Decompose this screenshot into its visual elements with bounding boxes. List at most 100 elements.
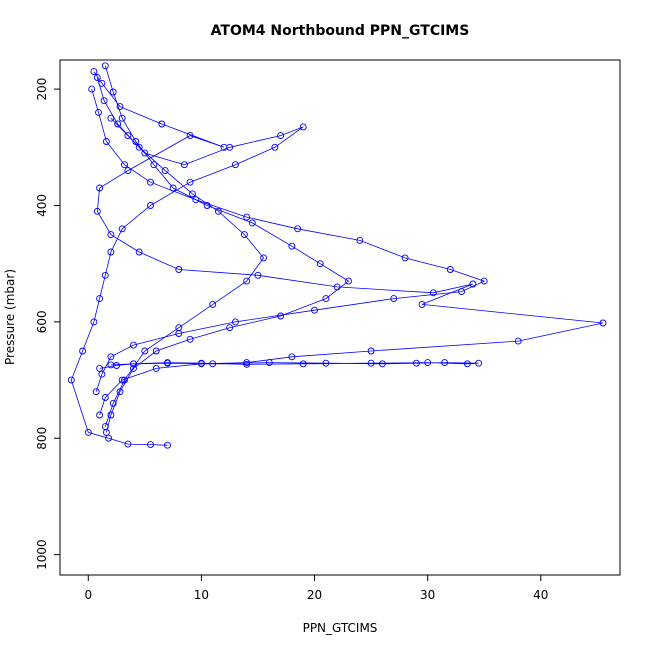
data-point [147,441,154,449]
data-point [180,161,188,169]
data-point [401,254,409,262]
data-point [429,289,437,297]
y-axis-label: Pressure (mbar) [3,269,17,365]
data-point [135,143,143,151]
data-point [299,360,307,368]
data-point [322,295,330,303]
data-point [514,337,522,345]
data-point [90,68,98,76]
data-point [118,225,126,233]
data-point [124,440,132,448]
data-point [109,88,117,96]
data-point [147,202,154,209]
data-point [367,359,375,367]
data-point [475,359,483,367]
data-point [480,277,488,285]
data-point [412,359,420,367]
data-point [243,213,251,221]
series-layer [67,62,607,449]
data-point [214,207,222,215]
data-point [367,347,375,355]
data-point [311,306,318,314]
series-line [91,88,486,392]
data-point [271,143,279,151]
x-axis: 0 10 20 30 40 [84,574,548,602]
data-point [186,178,194,186]
y-tick-label: 800 [35,427,49,450]
data-point [107,361,115,369]
data-point [441,359,449,367]
data-point [469,280,477,288]
series-line [70,117,304,446]
data-point [161,167,169,175]
data-point [90,318,98,326]
data-point [169,184,177,192]
data-point [424,359,432,367]
data-point [277,132,285,140]
data-point [130,364,137,372]
data-point [96,364,104,372]
data-point [152,347,160,355]
data-point [231,161,239,169]
data-point [463,360,471,368]
data-point [96,184,104,192]
data-point [121,376,128,384]
data-point [107,248,115,256]
x-tick-label: 0 [84,588,92,602]
data-point [175,266,183,273]
y-tick-label: 200 [35,78,49,101]
data-point [121,161,128,169]
data-point [118,376,126,384]
data-point [93,207,101,215]
data-point [288,353,296,361]
data-point [209,300,217,308]
data-point [101,62,109,70]
data-point [248,219,256,227]
plot-area-frame [59,59,621,576]
x-tick-label: 20 [307,588,322,602]
data-point [135,248,143,256]
data-point [147,178,154,186]
data-point [260,254,268,262]
data-point [243,360,251,368]
data-series [67,114,307,449]
data-point [390,295,398,303]
data-point [107,411,115,419]
data-point [158,120,166,128]
data-point [152,364,160,372]
data-point [101,271,109,279]
data-point [226,324,234,332]
data-point [186,132,194,140]
data-point [186,335,194,343]
data-point [240,231,248,239]
data-point [130,341,137,349]
series-line [99,362,479,369]
x-axis-label: PPN_GTCIMS [303,621,378,635]
data-series [93,74,268,431]
data-point [458,288,466,296]
data-point [150,161,158,169]
data-point [109,399,117,407]
data-point [164,441,171,449]
data-point [254,271,262,279]
x-tick-label: 30 [420,588,435,602]
data-point [141,347,149,355]
data-point [188,190,196,198]
data-point [96,295,104,303]
data-point [107,353,115,361]
data-point [446,266,454,273]
data-point [299,123,307,131]
data-point [101,394,109,401]
y-tick-label: 400 [35,194,49,217]
data-point [175,324,183,332]
data-point [96,411,104,419]
data-point [107,231,115,239]
data-point [192,196,200,204]
data-point [288,242,296,250]
data-point [118,114,126,122]
data-point [226,143,234,151]
data-point [102,138,110,145]
data-series [101,62,352,436]
data-point [599,319,607,327]
